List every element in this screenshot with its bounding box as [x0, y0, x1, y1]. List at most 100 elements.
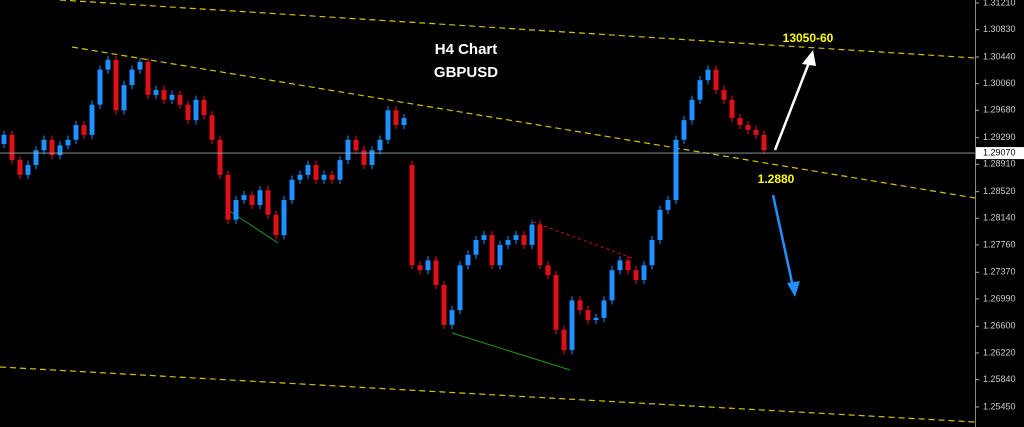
candle-body: [457, 265, 463, 311]
candle-body: [513, 235, 519, 241]
candle-body: [449, 310, 455, 325]
candle-body: [129, 69, 135, 86]
y-tick-label: 1.26990: [983, 293, 1016, 303]
up-arrow: [773, 50, 816, 151]
candle-body: [481, 235, 487, 241]
candle-body: [337, 160, 343, 180]
candle-body: [57, 145, 63, 156]
candle-body: [697, 80, 703, 100]
candle-body: [665, 200, 671, 210]
candle-body: [417, 265, 423, 271]
candle-body: [313, 165, 319, 180]
candle-body: [489, 235, 495, 266]
candle-body: [1, 134, 7, 144]
candle-body: [497, 244, 503, 266]
y-tick-label: 1.26600: [983, 321, 1016, 331]
candle-body: [729, 99, 735, 119]
candle-body: [353, 139, 359, 151]
y-tick-label: 1.28910: [983, 159, 1016, 169]
candle-body: [209, 115, 215, 140]
candle-body: [401, 118, 407, 126]
candle-body: [113, 59, 119, 111]
candle-body: [553, 275, 559, 330]
candle-body: [641, 265, 647, 281]
candle-body: [577, 300, 583, 311]
candle-body: [689, 99, 695, 121]
candle-body: [145, 61, 151, 95]
candle-body: [569, 300, 575, 351]
candle-body: [249, 195, 255, 205]
trend-line: [0, 366, 976, 423]
support-label: 1.2880: [758, 172, 795, 186]
candle-body: [97, 69, 103, 105]
candle-body: [585, 310, 591, 320]
candle-body: [105, 59, 111, 70]
candle-body: [153, 89, 159, 95]
down-arrow: [771, 194, 800, 297]
y-tick-label: 1.25840: [983, 374, 1016, 384]
candle-body: [673, 139, 679, 201]
chart-title: H4 Chart: [435, 41, 498, 58]
candle-body: [329, 174, 335, 180]
current-price-box: [976, 147, 1024, 160]
candle-body: [409, 165, 415, 266]
pattern-line: [451, 332, 571, 371]
candle-body: [17, 160, 23, 175]
y-tick-label: 1.28520: [983, 186, 1016, 196]
candle-body: [81, 125, 87, 135]
candle-body: [529, 224, 535, 245]
y-tick-label: 1.28140: [983, 213, 1016, 223]
candle-body: [433, 260, 439, 285]
candle-body: [345, 139, 351, 161]
y-tick-label: 1.27760: [983, 239, 1016, 249]
candles: [1, 55, 767, 355]
candle-body: [713, 69, 719, 90]
y-tick-label: 1.29290: [983, 132, 1016, 142]
y-tick-label: 1.30440: [983, 51, 1016, 61]
candle-body: [545, 265, 551, 276]
candle-body: [649, 240, 655, 266]
candle-body: [321, 174, 327, 180]
trend-line: [71, 46, 976, 199]
candle-body: [617, 260, 623, 271]
candle-body: [193, 99, 199, 121]
candle-body: [41, 139, 47, 151]
candle-body: [441, 284, 447, 325]
candle-body: [521, 235, 527, 245]
candle-body: [705, 69, 711, 81]
candle-body: [65, 139, 71, 146]
candle-body: [9, 134, 15, 161]
candle-body: [281, 200, 287, 236]
candle-body: [273, 214, 279, 236]
candle-body: [737, 118, 743, 126]
candle-body: [225, 174, 231, 220]
candle-body: [609, 270, 615, 301]
candle-body: [633, 270, 639, 281]
candle-body: [201, 99, 207, 116]
trend-line: [59, 0, 976, 59]
chart-subtitle: GBPUSD: [434, 64, 498, 81]
candle-body: [185, 104, 191, 121]
candle-body: [25, 165, 31, 175]
y-tick-label: 1.31210: [983, 0, 1016, 7]
current-price-label: 1.29070: [983, 147, 1016, 157]
candle-body: [761, 134, 767, 151]
candle-body: [625, 260, 631, 271]
candle-body: [233, 200, 239, 220]
y-tick-label: 1.30830: [983, 24, 1016, 34]
y-tick-label: 1.30060: [983, 78, 1016, 88]
candle-body: [289, 179, 295, 201]
candle-body: [425, 260, 431, 271]
candle-body: [177, 94, 183, 105]
candle-body: [505, 240, 511, 245]
candle-body: [169, 94, 175, 100]
candle-body: [385, 110, 391, 140]
candle-body: [377, 139, 383, 151]
candle-body: [33, 150, 39, 166]
candle-body: [305, 165, 311, 175]
candle-body: [681, 120, 687, 140]
y-tick-label: 1.26220: [983, 347, 1016, 357]
candle-body: [265, 190, 271, 215]
